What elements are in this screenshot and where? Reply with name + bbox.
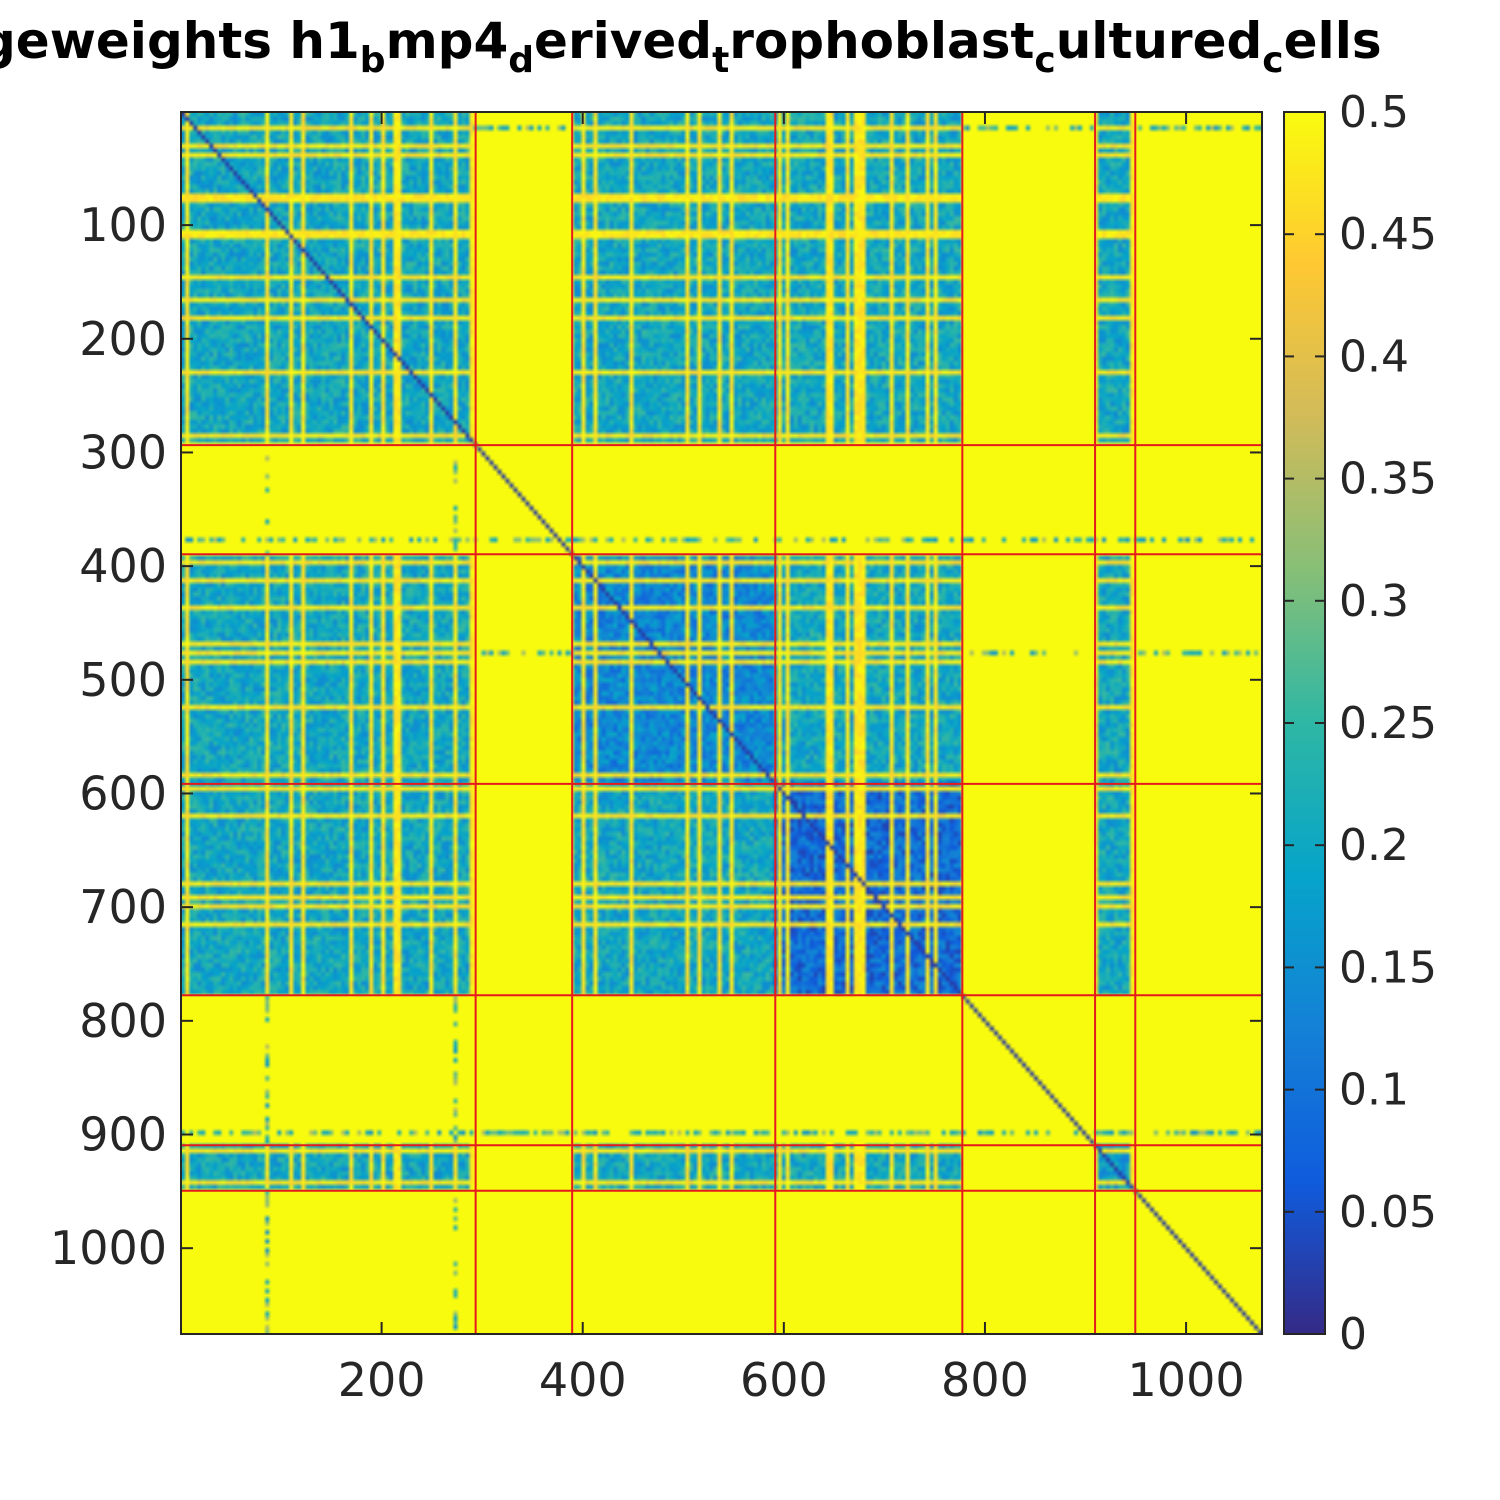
title-segment: geweights h1 bbox=[0, 12, 360, 70]
y-tick-label: 800 bbox=[79, 994, 167, 1048]
x-tick-label: 600 bbox=[740, 1353, 828, 1407]
colorbar-tick-label: 0.2 bbox=[1339, 820, 1409, 871]
title-segment: mp4 bbox=[385, 12, 509, 70]
x-tick-label: 400 bbox=[539, 1353, 627, 1407]
y-tick-label: 1000 bbox=[50, 1221, 167, 1275]
y-tick-label: 300 bbox=[79, 425, 167, 479]
title-subscript: t bbox=[712, 40, 730, 81]
colorbar-tick-label: 0 bbox=[1339, 1309, 1367, 1360]
x-tick-label: 800 bbox=[941, 1353, 1029, 1407]
title-segment: ells bbox=[1283, 12, 1382, 70]
y-tick-label: 600 bbox=[79, 766, 167, 820]
colorbar-tick-label: 0.35 bbox=[1339, 454, 1437, 505]
colorbar-tick-label: 0.05 bbox=[1339, 1187, 1437, 1238]
colorbar-tick-label: 0.25 bbox=[1339, 698, 1437, 749]
colorbar-tick-label: 0.1 bbox=[1339, 1065, 1409, 1116]
colorbar-tick-label: 0.5 bbox=[1339, 87, 1409, 138]
plot-frame bbox=[180, 111, 1263, 1335]
y-tick-label: 700 bbox=[79, 880, 167, 934]
chart-title: geweights h1bmp4derivedtrophoblastcultur… bbox=[0, 12, 1500, 102]
title-segment: ultured bbox=[1055, 12, 1263, 70]
title-subscript: d bbox=[508, 40, 535, 81]
colorbar-tick-label: 0.3 bbox=[1339, 576, 1409, 627]
x-tick-label: 1000 bbox=[1128, 1353, 1245, 1407]
y-tick-label: 200 bbox=[79, 312, 167, 366]
title-segment: rophoblast bbox=[729, 12, 1035, 70]
title-subscript: c bbox=[1262, 40, 1284, 81]
colorbar-tick-label: 0.15 bbox=[1339, 942, 1437, 993]
y-tick-label: 100 bbox=[79, 198, 167, 252]
y-tick-label: 900 bbox=[79, 1108, 167, 1162]
y-tick-label: 400 bbox=[79, 539, 167, 593]
title-subscript: b bbox=[359, 40, 386, 81]
y-tick-label: 500 bbox=[79, 653, 167, 707]
heatmap-cells bbox=[181, 112, 1262, 1334]
title-segment: erived bbox=[534, 12, 713, 70]
x-tick-label: 200 bbox=[338, 1353, 426, 1407]
title-subscript: c bbox=[1034, 40, 1056, 81]
colorbar-tick-label: 0.45 bbox=[1339, 209, 1437, 260]
colorbar-tick-label: 0.4 bbox=[1339, 331, 1409, 382]
